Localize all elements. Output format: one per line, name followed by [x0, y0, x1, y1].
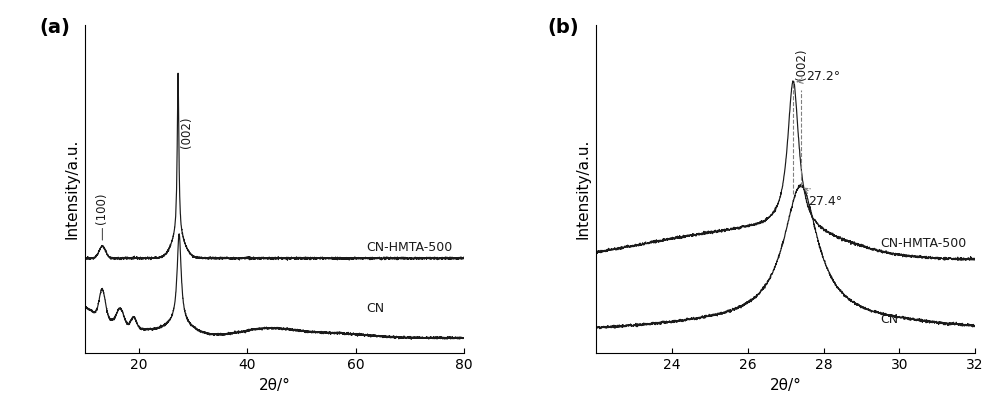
Text: 27.2°: 27.2° [797, 69, 841, 83]
Text: (002): (002) [180, 116, 193, 148]
Y-axis label: Intensity/a.u.: Intensity/a.u. [576, 139, 591, 239]
Text: (002): (002) [795, 48, 808, 79]
Text: CN: CN [880, 312, 898, 326]
Text: (100): (100) [95, 192, 108, 224]
X-axis label: 2θ/°: 2θ/° [770, 378, 802, 393]
Text: CN: CN [366, 302, 384, 315]
Text: 27.4°: 27.4° [804, 188, 842, 208]
Text: CN-HMTA-500: CN-HMTA-500 [880, 238, 967, 250]
Text: (a): (a) [40, 18, 70, 37]
Text: CN-HMTA-500: CN-HMTA-500 [366, 241, 453, 254]
X-axis label: 2θ/°: 2θ/° [258, 378, 290, 393]
Text: (b): (b) [547, 18, 579, 37]
Y-axis label: Intensity/a.u.: Intensity/a.u. [64, 139, 79, 239]
